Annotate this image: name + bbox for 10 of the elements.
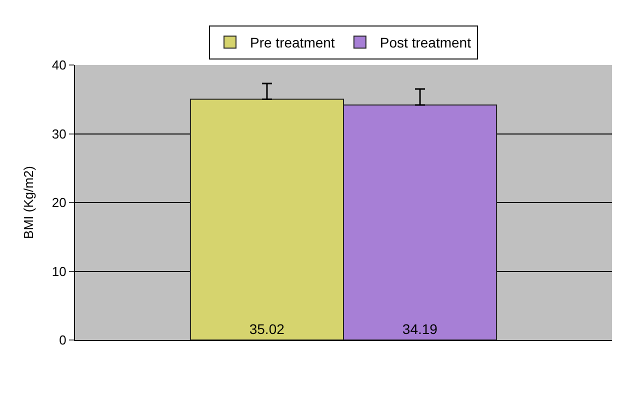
legend-label: Post treatment xyxy=(380,34,472,51)
y-tick-label: 20 xyxy=(52,195,66,210)
y-tick-label: 0 xyxy=(59,332,66,348)
legend-label: Pre treatment xyxy=(250,34,335,51)
y-axis-title: BMI (Kg/m2) xyxy=(20,166,36,239)
y-tick-label: 30 xyxy=(52,126,66,142)
y-tick-label: 10 xyxy=(52,264,66,279)
data-label: 35.02 xyxy=(249,321,285,337)
y-tick-label: 40 xyxy=(52,58,66,73)
data-label: 34.19 xyxy=(402,321,438,337)
